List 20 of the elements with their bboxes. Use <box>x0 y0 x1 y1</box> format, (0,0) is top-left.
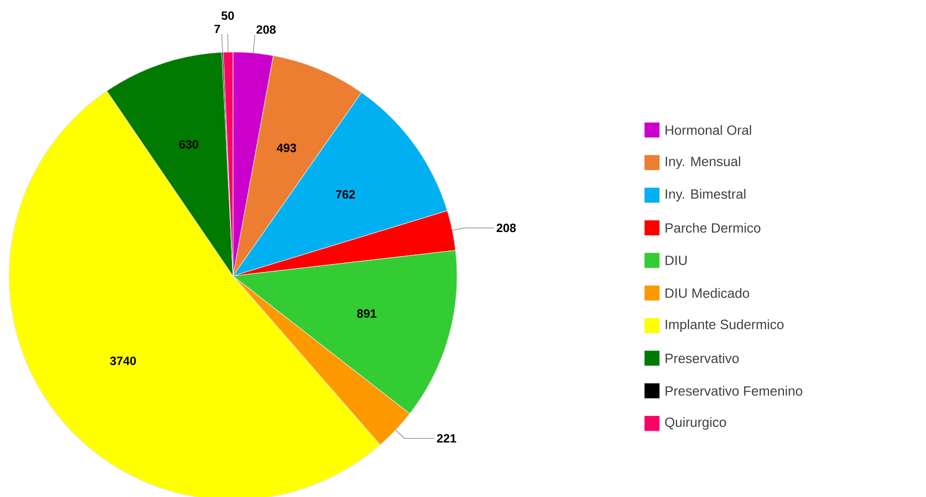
legend-label: Quirurgico <box>665 417 726 430</box>
data-label: 493 <box>276 144 296 152</box>
data-label: 891 <box>357 309 376 318</box>
data-label: 50 <box>221 11 234 20</box>
data-label: 762 <box>336 190 355 199</box>
data-label: 221 <box>436 434 456 442</box>
data-label: 208 <box>256 25 276 34</box>
legend-label: Parche Dermico <box>666 222 760 233</box>
legend-label: DIU <box>666 256 687 266</box>
data-label: 630 <box>179 140 198 149</box>
legend-label: DIU Medicado <box>666 288 750 298</box>
data-label: 3740 <box>110 356 136 366</box>
legend-label: Hormonal Oral <box>666 125 752 135</box>
data-label: 7 <box>214 24 220 34</box>
legend-label: Iny. Bimestral <box>666 188 746 202</box>
data-label: 208 <box>496 224 516 232</box>
legend-label: Implante Sudermico <box>666 319 784 332</box>
legend-label: Iny. Mensual <box>666 156 740 169</box>
legend-label: Preservativo Femenino <box>666 386 802 396</box>
legend-label: Preservativo <box>666 353 739 364</box>
